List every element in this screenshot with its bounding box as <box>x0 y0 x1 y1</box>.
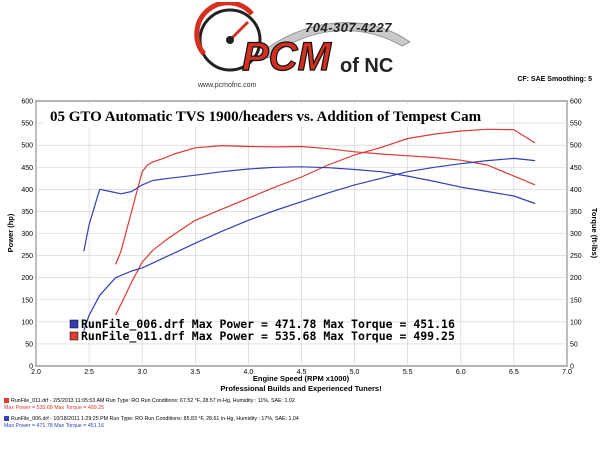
y-tick-label-right: 100 <box>570 319 582 326</box>
y-tick-label-left: 350 <box>21 209 33 216</box>
run-b-line1-text: RunFile_006.drf - 10/18/2011 1:29:25 PM … <box>11 416 299 422</box>
y-tick-label-right: 50 <box>570 341 578 348</box>
y-tick-label-right: 200 <box>570 275 582 282</box>
y-ticks-left: 0 50 100 150 200 250 300 350 400 450 500 550 600 <box>21 99 33 371</box>
x-axis-label: Engine Speed (RPM x1000) <box>253 374 350 383</box>
y-tick-label-left: 200 <box>21 275 33 282</box>
y-tick-label-right: 250 <box>570 253 582 260</box>
series-line <box>115 145 536 265</box>
y-tick-label-right: 350 <box>570 209 582 216</box>
y-tick-label-right: 500 <box>570 143 582 150</box>
x-tick-label: 3.5 <box>190 369 200 376</box>
x-tick-label: 5.5 <box>403 369 413 376</box>
pcm-logo: PCM of NC <box>194 2 411 80</box>
y-tick-label-left: 50 <box>25 341 33 348</box>
logo-main-text: PCM <box>242 35 333 79</box>
x-tick-label: 2.0 <box>31 369 41 376</box>
series-layer <box>83 128 536 331</box>
series-line <box>83 166 536 252</box>
footer-run-b-line2: Max Power = 471.78 Max Torque = 451.16 <box>4 423 105 429</box>
y-tick-label-right: 150 <box>570 297 582 304</box>
series-line <box>115 128 536 316</box>
series-line <box>83 157 536 331</box>
y-tick-label-right: 0 <box>570 364 574 371</box>
logo-url: www.pcmofnc.com <box>198 82 257 89</box>
chart-subtitle: Professional Builds and Experienced Tune… <box>220 384 381 393</box>
y-tick-label-left: 400 <box>21 187 33 194</box>
y-tick-label-right: 550 <box>570 121 582 128</box>
y-axis-label-left: Power (hp) <box>6 213 15 252</box>
logo-phone: 704-307-4227 <box>305 20 392 35</box>
title-box <box>44 104 496 127</box>
y-tick-label-left: 100 <box>21 319 33 326</box>
x-ticks: 2.0 2.5 3.0 3.5 4.0 4.5 5.0 5.5 6.0 6.5 7.0 <box>31 369 572 376</box>
y-tick-label-right: 300 <box>570 231 582 238</box>
legend-label: RunFile_011.drf Max Power = 535.68 Max T… <box>81 329 455 344</box>
y-tick-label-right: 450 <box>570 165 582 172</box>
grid <box>35 100 568 367</box>
y-tick-label-left: 600 <box>21 99 33 106</box>
x-tick-label: 4.0 <box>244 369 254 376</box>
chart-settings: CF: SAE Smoothing: 5 <box>517 76 592 83</box>
y-tick-label-left: 500 <box>21 143 33 150</box>
legend-swatch <box>69 319 79 329</box>
y-tick-label-left: 450 <box>21 165 33 172</box>
y-tick-label-left: 0 <box>29 364 33 371</box>
y-axis-label-right: Torque (ft-lbs) <box>590 208 599 259</box>
y-ticks-right: 0 50 100 150 200 250 300 350 400 450 500 550 600 <box>570 99 582 371</box>
x-tick-label: 2.5 <box>84 369 94 376</box>
legend-swatch <box>69 331 79 341</box>
x-tick-label: 4.5 <box>297 369 307 376</box>
x-tick-label: 6.0 <box>456 369 466 376</box>
footer-run-a-line1: RunFile_011.drf - 2/5/2013 11:05:53 AM R… <box>4 398 295 404</box>
legend-label: RunFile_006.drf Max Power = 471.78 Max T… <box>81 317 455 332</box>
y-tick-label-left: 300 <box>21 231 33 238</box>
logo-suffix-text: of NC <box>340 55 393 77</box>
chart-title: 05 GTO Automatic TVS 1900/headers vs. Ad… <box>50 109 482 125</box>
run-b-color-swatch <box>4 416 9 422</box>
y-tick-label-left: 550 <box>21 121 33 128</box>
footer-run-b-line1: RunFile_006.drf - 10/18/2011 1:29:25 PM … <box>4 416 299 422</box>
run-a-color-swatch <box>4 398 9 404</box>
x-tick-label: 5.0 <box>350 369 360 376</box>
x-tick-label: 6.5 <box>509 369 519 376</box>
x-tick-label: 3.0 <box>137 369 147 376</box>
footer-run-a-line2: Max Power = 535.68 Max Torque = 499.25 <box>4 405 105 411</box>
run-a-line1-text: RunFile_011.drf - 2/5/2013 11:05:53 AM R… <box>11 398 295 404</box>
y-tick-label-left: 150 <box>21 297 33 304</box>
x-tick-label: 7.0 <box>562 369 572 376</box>
legend: RunFile_006.drf Max Power = 471.78 Max T… <box>69 317 455 344</box>
y-tick-label-right: 400 <box>570 187 582 194</box>
y-tick-label-left: 250 <box>21 253 33 260</box>
y-tick-label-right: 600 <box>570 99 582 106</box>
